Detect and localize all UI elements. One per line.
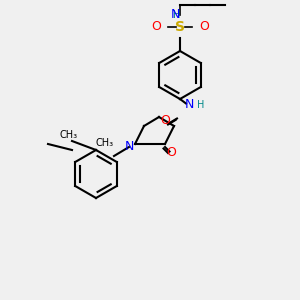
Text: S: S [175,20,185,34]
Text: CH₃: CH₃ [60,130,78,140]
Text: O: O [160,113,170,127]
Text: H: H [197,100,205,110]
Text: O: O [166,146,176,160]
Text: O: O [151,20,161,34]
Text: H: H [172,10,180,20]
Text: CH₃: CH₃ [96,137,114,148]
Text: O: O [199,20,209,34]
Text: N: N [124,140,134,154]
Text: N: N [184,98,194,112]
Text: N: N [171,8,180,22]
